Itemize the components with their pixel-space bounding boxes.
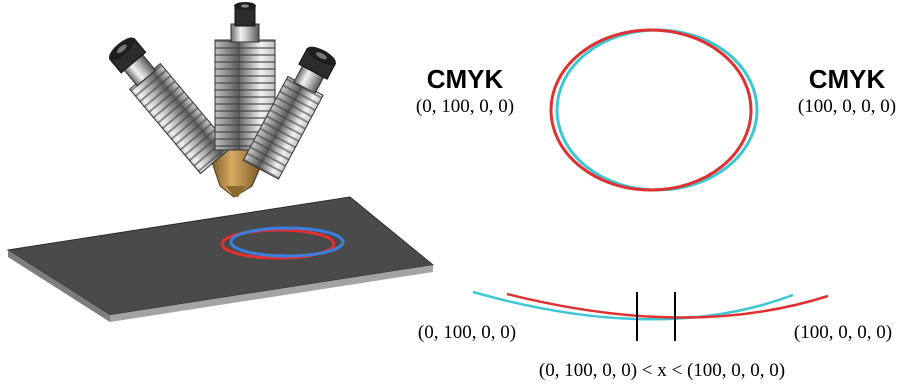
overlap-circles	[549, 28, 759, 192]
left-cmyk-value: (0, 100, 0, 0)	[415, 96, 515, 117]
bottom-right-value: (100, 0, 0, 0)	[793, 322, 893, 343]
arc-magenta	[506, 292, 829, 319]
inequality-label: (0, 100, 0, 0) < x < (100, 0, 0, 0)	[538, 360, 786, 381]
hotend-left	[108, 37, 232, 175]
hotend-assembly	[108, 2, 337, 198]
arc-detail	[472, 290, 829, 341]
left-cmyk-title: CMYK	[426, 64, 504, 94]
circle-magenta	[549, 28, 753, 192]
circle-cyan	[555, 28, 759, 192]
bed-ring-blue	[229, 226, 345, 258]
hotend-right	[242, 46, 337, 180]
bottom-left-value: (0, 100, 0, 0)	[417, 322, 517, 343]
print-bed	[6, 196, 435, 322]
right-cmyk-title: CMYK	[808, 64, 886, 94]
right-cmyk-value: (100, 0, 0, 0)	[797, 96, 897, 117]
bed-ring-magenta	[220, 228, 336, 260]
arc-cyan	[472, 290, 794, 321]
